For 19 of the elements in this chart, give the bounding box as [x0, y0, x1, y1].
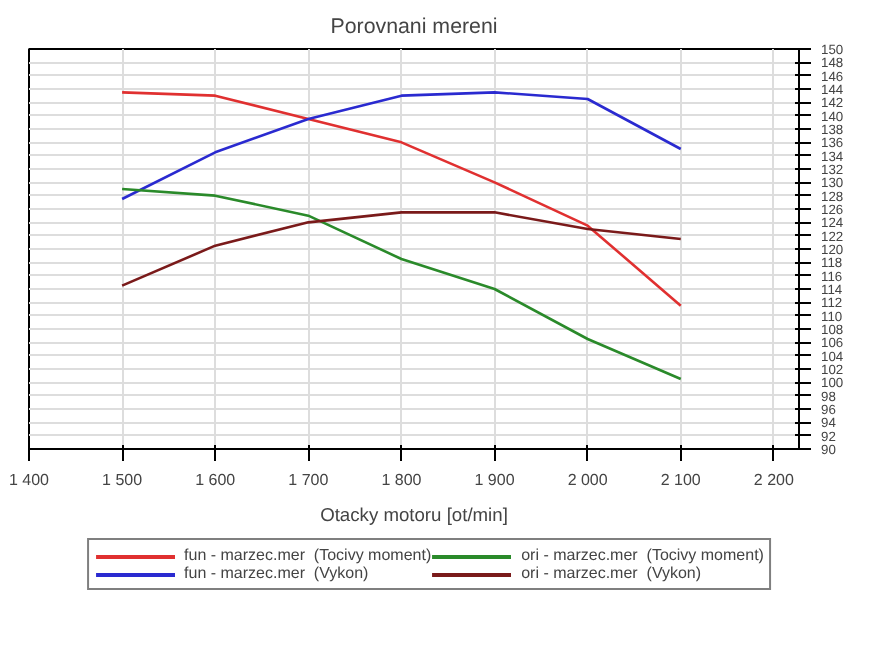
legend-label: fun - marzec.mer (Tocivy moment): [184, 546, 432, 564]
line-series: [120, 211, 683, 287]
legend-label: ori - marzec.mer (Tocivy moment): [521, 546, 764, 564]
x-tick-label: 1 900: [474, 471, 516, 489]
x-tick-label: 2 100: [660, 471, 702, 489]
line-series: [120, 187, 683, 381]
x-tick-label: 1 600: [195, 471, 237, 489]
legend-label: ori - marzec.mer (Vykon): [521, 564, 702, 582]
line-series: [120, 91, 683, 307]
chart-title: Porovnani mereni: [330, 15, 498, 39]
x-tick-label: 2 200: [753, 471, 795, 489]
legend-label: fun - marzec.mer (Vykon): [184, 564, 369, 582]
x-tick-label: 1 500: [102, 471, 144, 489]
line-series: [120, 91, 683, 201]
x-tick-label: 1 400: [8, 471, 51, 489]
x-axis-title: Otacky motoru [ot/min]: [320, 505, 508, 525]
x-tick-label: 1 800: [381, 471, 423, 489]
x-tick-label: 2 000: [567, 471, 609, 489]
x-tick-label: 1 700: [288, 471, 330, 489]
